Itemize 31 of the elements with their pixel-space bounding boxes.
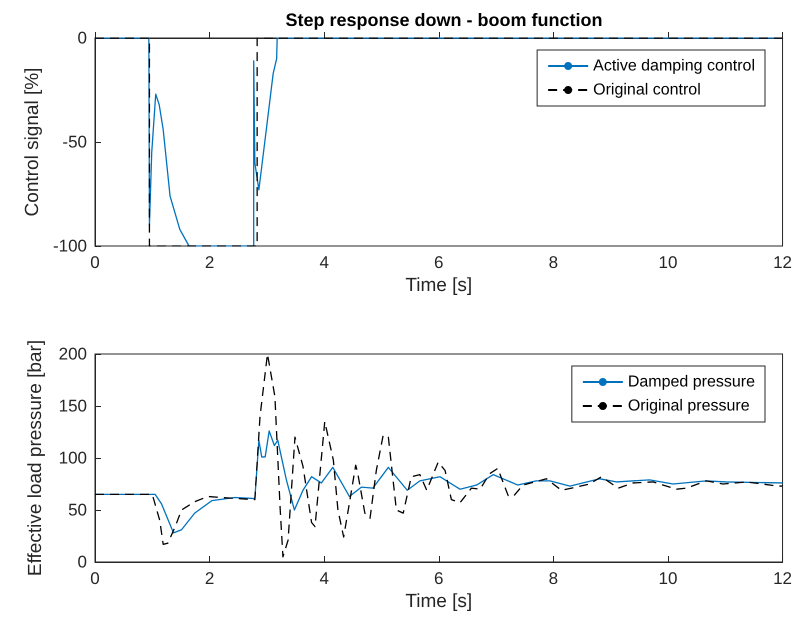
- y-tick-label: -50: [62, 132, 87, 152]
- x-axis-title: Time [s]: [405, 275, 472, 296]
- x-tick-label: 8: [548, 253, 558, 272]
- x-tick-label: 4: [319, 253, 329, 272]
- x-tick-label: 2: [204, 569, 214, 588]
- legend-label: Original control: [593, 82, 701, 98]
- x-tick-label: 2: [204, 253, 214, 272]
- x-axis-title: Time [s]: [405, 591, 472, 612]
- x-tick-label: 0: [90, 569, 100, 588]
- x-tick-label: 10: [658, 253, 678, 272]
- x-tick-label: 0: [90, 253, 100, 272]
- legend-label: Original pressure: [628, 398, 750, 414]
- y-tick-label: 50: [68, 500, 87, 520]
- y-tick-label: 200: [58, 344, 87, 364]
- y-axis-title: Control signal [%]: [22, 68, 44, 216]
- legend-label: Damped pressure: [628, 374, 756, 390]
- y-tick-label: 150: [58, 396, 87, 416]
- y-axis-title: Effective load pressure [bar]: [25, 340, 46, 576]
- legend-label: Active damping control: [593, 58, 755, 74]
- x-tick-label: 6: [434, 253, 444, 272]
- x-tick-label: 8: [548, 569, 558, 588]
- x-tick-label: 4: [319, 569, 329, 588]
- y-tick-label: 0: [78, 28, 87, 48]
- x-tick-label: 12: [773, 569, 792, 588]
- chart-title: Step response down - boom function: [286, 10, 602, 30]
- x-tick-label: 6: [434, 569, 444, 588]
- y-tick-label: -100: [52, 236, 87, 256]
- y-tick-label: 0: [78, 552, 87, 572]
- x-tick-label: 10: [658, 569, 678, 588]
- y-tick-label: 100: [58, 448, 87, 468]
- x-tick-label: 12: [773, 253, 792, 272]
